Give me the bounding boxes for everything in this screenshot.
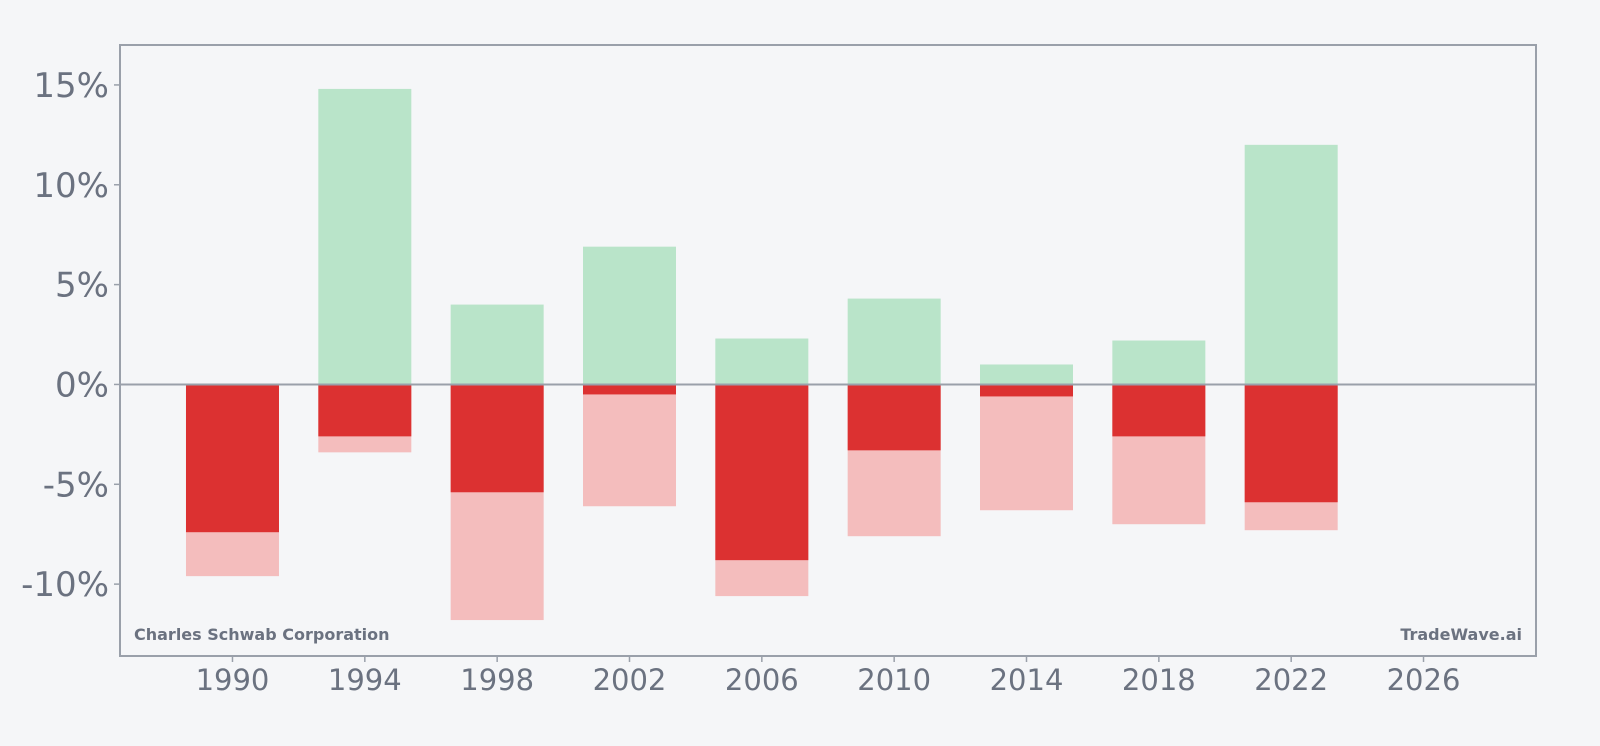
x-tick-label: 2006: [725, 663, 799, 697]
y-tick-label: -5%: [43, 465, 109, 505]
bar-negative-dark-2018: [1112, 384, 1206, 437]
bar-positive-1998: [450, 304, 544, 385]
x-tick-label: 2014: [990, 663, 1064, 697]
bar-positive-2010: [847, 298, 941, 385]
bar-positive-2002: [582, 246, 676, 385]
y-tick-label: 5%: [55, 266, 109, 306]
bar-positive-1994: [318, 88, 412, 385]
bar-negative-dark-1998: [450, 384, 544, 493]
bar-positive-2014: [980, 364, 1074, 385]
x-tick-label: 1994: [328, 663, 402, 697]
x-tick-label: 2022: [1254, 663, 1328, 697]
bar-negative-dark-2002: [582, 384, 676, 395]
y-tick-label: 0%: [55, 365, 109, 405]
brand-label: TradeWave.ai: [1400, 625, 1522, 644]
company-label: Charles Schwab Corporation: [134, 625, 390, 644]
y-tick-label: 15%: [33, 66, 109, 106]
y-tick-label: -10%: [21, 565, 109, 605]
x-tick-label: 1990: [196, 663, 270, 697]
bar-positive-2006: [715, 338, 809, 385]
bar-negative-dark-2006: [715, 384, 809, 561]
plot-frame: [119, 44, 1537, 657]
bar-negative-dark-1994: [318, 384, 412, 437]
x-tick-label: 2002: [593, 663, 667, 697]
bar-negative-light-2002: [582, 384, 676, 507]
x-tick-label: 2010: [857, 663, 931, 697]
bar-negative-dark-2014: [980, 384, 1074, 397]
x-tick-label: 1998: [460, 663, 534, 697]
x-axis: 1990 1994 1998 2002 2006 2010 2014 2018 2022 2026: [196, 656, 1461, 697]
x-tick-label: 2026: [1387, 663, 1461, 697]
bars-group: [185, 88, 1338, 621]
y-tick-label: 10%: [33, 166, 109, 206]
bar-negative-light-2014: [980, 384, 1074, 511]
bar-positive-2018: [1112, 340, 1206, 385]
bar-positive-2022: [1244, 144, 1338, 385]
y-axis: -10% -5% 0% 5% 10% 15%: [21, 66, 120, 605]
bar-negative-dark-2010: [847, 384, 941, 451]
x-tick-label: 2018: [1122, 663, 1196, 697]
bar-negative-dark-1990: [185, 384, 279, 533]
bar-negative-dark-2022: [1244, 384, 1338, 503]
